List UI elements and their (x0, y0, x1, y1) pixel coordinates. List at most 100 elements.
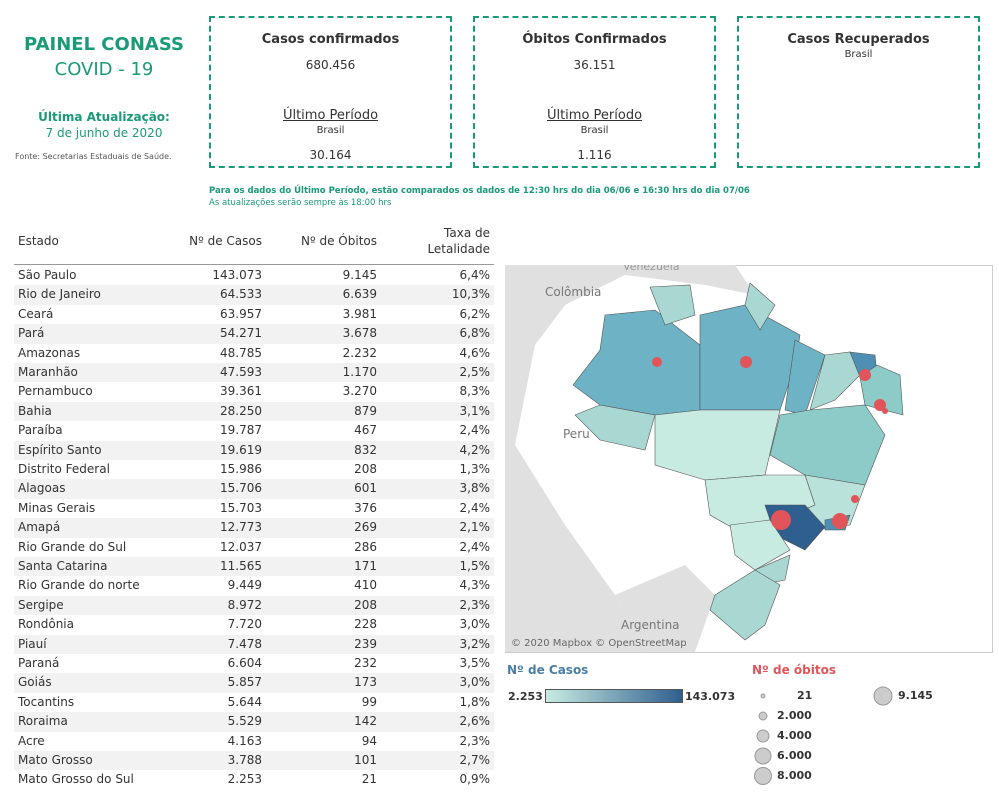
table-cell: 1,3% (459, 462, 491, 476)
table-row: Goiás 5.857 173 3,0% (14, 673, 494, 693)
state (744, 282, 776, 331)
table-cell: 2,4% (459, 423, 491, 438)
table-row: Ceará 63.957 3.981 6,2% (14, 304, 494, 325)
card-value: 680.456 (305, 58, 356, 72)
card-title: Óbitos Confirmados (522, 32, 667, 47)
legend-label: 9.145 (898, 689, 932, 702)
table-row: Mato Grosso 3.788 101 2,7% (14, 751, 494, 771)
table-cell: 232 (354, 656, 377, 670)
table-row: Rio Grande do norte 9.449 410 4,3% (14, 576, 494, 596)
table-row: Acre 4.163 94 2,3% (14, 731, 494, 751)
table-row: Amapá 12.773 269 2,1% (14, 518, 494, 538)
table-cell: 879 (354, 403, 377, 418)
table-cell: 208 (354, 462, 377, 476)
table-row: Paraíba 19.787 467 2,4% (14, 421, 494, 441)
table-cell: 11.565 (220, 559, 262, 573)
table-cell: Paraíba (18, 423, 63, 438)
size-legend: 21 2.000 4.000 6.000 8.000 9.145 (754, 686, 932, 785)
update-date: 7 de junho de 2020 (45, 126, 163, 140)
table-cell: 3.788 (227, 753, 262, 767)
header-rule (14, 264, 494, 265)
legend-label: 4.000 (777, 729, 812, 742)
table-cell: 15.706 (220, 481, 262, 496)
table-cell: 8.972 (227, 597, 262, 612)
table-cell: 1,5% (459, 559, 491, 573)
table-cell: 3.678 (342, 326, 377, 341)
table-cell: Bahia (18, 403, 52, 418)
legend-title: Nº de Casos (507, 663, 589, 677)
table-cell: 2,3% (459, 733, 491, 748)
title: PAINEL CONASS (24, 34, 184, 55)
table-cell: 12.773 (220, 520, 262, 535)
table-cell: 4,3% (459, 578, 491, 593)
table-cell: Rio Grande do Sul (18, 539, 127, 554)
table-cell: 94 (361, 733, 377, 748)
table-row: Santa Catarina 11.565 171 1,5% (14, 557, 494, 577)
source: Fonte: Secretarias Estaduais de Saúde. (15, 152, 172, 161)
table-row: Bahia 28.250 879 3,1% (14, 401, 494, 422)
table-cell: 3,0% (459, 617, 491, 632)
state (654, 409, 781, 481)
table-cell: 39.361 (220, 384, 262, 399)
table-cell: Amapá (18, 520, 61, 535)
land (615, 565, 715, 652)
table-cell: 5.857 (227, 675, 262, 690)
table-cell: 2.232 (342, 345, 377, 360)
table-cell: 64.533 (220, 287, 262, 302)
table-cell: 239 (354, 636, 377, 651)
table-cell: 101 (354, 753, 377, 767)
table-cell: 410 (354, 578, 377, 593)
table-row: Amazonas 48.785 2.232 4,6% (14, 343, 494, 363)
table-cell: 2,4% (459, 500, 491, 515)
table-cell: 601 (354, 481, 377, 496)
state (649, 284, 696, 326)
attribution: © 2020 Mapbox © OpenStreetMap (511, 638, 687, 649)
state (809, 351, 861, 411)
bubble (832, 513, 848, 529)
table-cell: 832 (354, 442, 377, 457)
table-cell: 63.957 (220, 306, 262, 321)
table-row: Pernambuco 39.361 3.270 8,3% (14, 382, 494, 402)
map-label: Venezuela (623, 265, 680, 273)
bubble (882, 408, 888, 414)
table-cell: 15.986 (220, 462, 262, 476)
note: Para os dados do Último Período, estão c… (209, 186, 750, 196)
table-cell: 3,8% (459, 481, 491, 496)
legend-label: 8.000 (777, 769, 812, 782)
table-row: Sergipe 8.972 208 2,3% (14, 595, 494, 616)
table-cell: Pará (18, 326, 45, 341)
table-cell: 3,5% (459, 656, 491, 670)
table-row: Pará 54.271 3.678 6,8% (14, 324, 494, 344)
table-cell: Goiás (18, 675, 52, 690)
table-cell: 6.639 (342, 287, 377, 302)
map: Venezuela Colômbia Peru Argentina © 2020… (505, 265, 993, 653)
legend-circle (756, 729, 770, 743)
table-cell: 6,8% (459, 326, 491, 341)
table-cell: 10,3% (451, 287, 490, 302)
table-cell: 9.145 (342, 268, 377, 282)
legend-circle (754, 747, 772, 765)
period-label: Último Período (282, 108, 379, 123)
card: Casos confirmados 680.456 Último Período… (209, 16, 452, 168)
card-value: 36.151 (573, 58, 616, 72)
table-cell: Rondônia (18, 617, 74, 632)
column-header: Nº de Óbitos (301, 234, 377, 248)
bubble (652, 357, 662, 367)
table-row: São Paulo 143.073 9.145 6,4% (14, 266, 494, 286)
update-label: Última Atualização: (38, 110, 170, 124)
table-cell: Ceará (18, 306, 54, 321)
table-cell: 6.604 (227, 656, 262, 670)
table-cell: 7.478 (227, 636, 262, 651)
table-cell: Acre (18, 733, 45, 748)
table-cell: Tocantins (18, 694, 75, 709)
table-cell: 4,2% (459, 442, 491, 457)
table-cell: Alagoas (18, 481, 66, 496)
table-cell: 2,7% (459, 753, 491, 767)
legend-circle (754, 767, 772, 785)
table-cell: 12.037 (220, 539, 262, 554)
card: Óbitos Confirmados 36.151 Último Período… (473, 16, 716, 168)
table-row: Minas Gerais 15.703 376 2,4% (14, 498, 494, 519)
period-value: 1.116 (577, 148, 612, 162)
legend-circle (758, 711, 768, 721)
